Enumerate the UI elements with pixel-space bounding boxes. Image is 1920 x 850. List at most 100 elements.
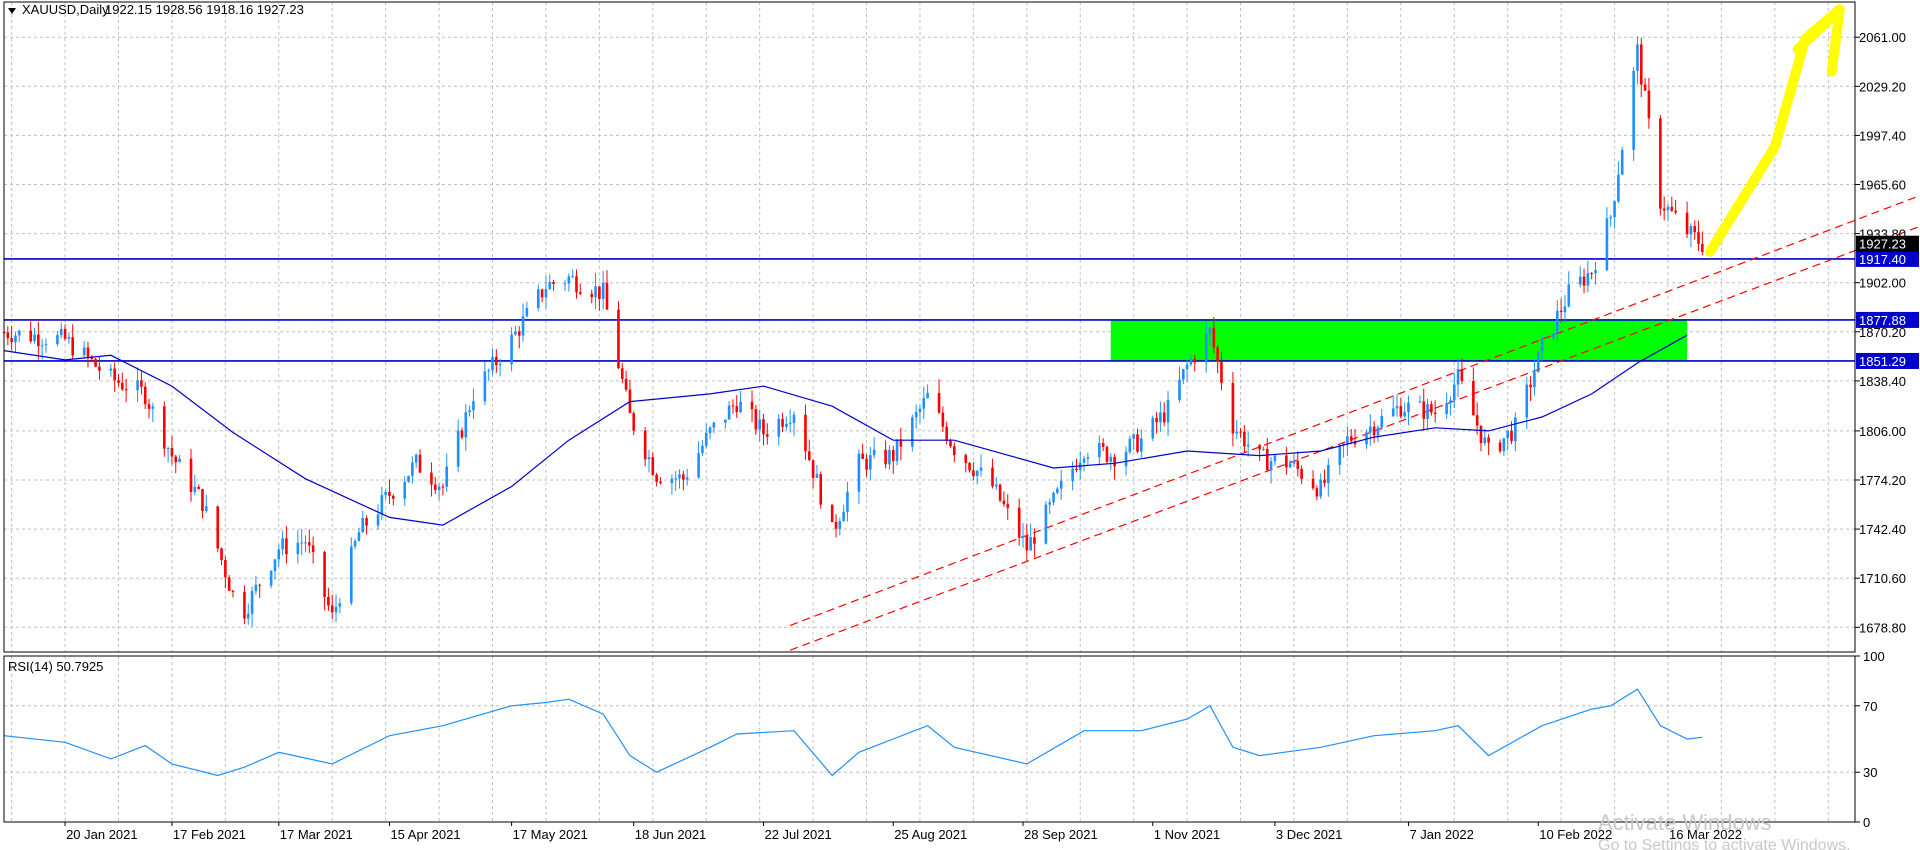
candle-body bbox=[491, 356, 494, 371]
candle bbox=[1540, 334, 1544, 362]
candle-body bbox=[884, 449, 887, 465]
candle bbox=[201, 488, 204, 519]
candle-body bbox=[1586, 273, 1590, 286]
candle bbox=[361, 510, 365, 533]
rsi-grid bbox=[4, 656, 1855, 822]
candle bbox=[170, 435, 174, 465]
candle bbox=[254, 575, 258, 595]
time-axis[interactable]: 20 Jan 2021 17 Feb 2021 17 Mar 2021 15 Apr … bbox=[64, 822, 1742, 842]
candle-body bbox=[899, 439, 903, 447]
chart-frame bbox=[3, 1, 1856, 823]
candle bbox=[162, 401, 166, 457]
rsi-axis[interactable]: 0 30 70 100 bbox=[1855, 649, 1885, 830]
candle bbox=[1235, 420, 1239, 440]
candle bbox=[231, 589, 235, 598]
candle bbox=[975, 469, 979, 485]
candle bbox=[891, 445, 895, 474]
candle-body bbox=[807, 451, 811, 461]
candle-body bbox=[117, 380, 120, 383]
candle bbox=[1613, 200, 1616, 229]
candle-body bbox=[361, 518, 365, 533]
candle bbox=[815, 465, 819, 478]
candle bbox=[1659, 114, 1662, 216]
candle bbox=[189, 448, 193, 502]
x-tick-label: 1 Nov 2021 bbox=[1154, 827, 1221, 842]
candle-body bbox=[94, 359, 97, 367]
candle-body bbox=[1132, 434, 1135, 439]
candle-body bbox=[540, 289, 544, 298]
symbol-header: XAUUSD,Daily 1922.15 1928.56 1918.16 192… bbox=[8, 2, 304, 17]
candle bbox=[113, 362, 116, 392]
candle bbox=[1586, 260, 1590, 293]
candle bbox=[632, 411, 636, 436]
x-tick-label: 28 Sep 2021 bbox=[1024, 827, 1098, 842]
candle bbox=[1689, 223, 1693, 248]
candle bbox=[659, 477, 662, 485]
y-tick-label: 1965.60 bbox=[1859, 177, 1906, 192]
candle-body bbox=[617, 309, 620, 369]
candle bbox=[1636, 36, 1639, 85]
rsi-line bbox=[3, 688, 1703, 777]
candle bbox=[487, 368, 490, 382]
candle bbox=[430, 462, 433, 497]
candle-body bbox=[567, 276, 571, 284]
candle bbox=[1002, 491, 1006, 507]
candle bbox=[472, 388, 475, 419]
candle-body bbox=[1674, 210, 1677, 213]
candle-body bbox=[830, 504, 834, 523]
candle-body bbox=[151, 406, 155, 409]
candle-body bbox=[1124, 452, 1128, 467]
candle bbox=[1647, 77, 1651, 129]
candle bbox=[285, 525, 288, 564]
candle bbox=[273, 558, 277, 580]
candle-body bbox=[964, 455, 968, 463]
candle-body bbox=[1380, 416, 1384, 428]
y-tick-label: 1870.20 bbox=[1859, 325, 1906, 340]
candle bbox=[407, 475, 410, 483]
candle bbox=[1590, 271, 1593, 280]
demand-zone bbox=[1110, 319, 1688, 361]
moving-average-layer bbox=[3, 334, 1688, 526]
candle bbox=[258, 583, 262, 598]
candle bbox=[140, 371, 143, 395]
dropdown-triangle-icon[interactable] bbox=[8, 8, 16, 14]
x-tick-label: 20 Jan 2021 bbox=[66, 827, 138, 842]
candle-body bbox=[1075, 468, 1078, 471]
candle bbox=[1403, 402, 1406, 419]
candle bbox=[250, 586, 254, 627]
candle bbox=[227, 574, 231, 591]
candle-body bbox=[258, 584, 262, 586]
candle-body bbox=[1426, 404, 1429, 419]
candle bbox=[888, 445, 891, 470]
candle-body bbox=[1701, 243, 1704, 253]
candle-body bbox=[1685, 212, 1689, 235]
candle-body bbox=[1021, 535, 1025, 538]
candle-body bbox=[277, 549, 281, 560]
candle bbox=[1349, 429, 1353, 445]
candle bbox=[678, 469, 681, 489]
candle-body bbox=[98, 366, 101, 371]
x-tick-label: 25 Aug 2021 bbox=[894, 827, 967, 842]
candle bbox=[1369, 414, 1372, 446]
candle bbox=[807, 439, 811, 462]
candle-body bbox=[972, 470, 975, 476]
candle-body bbox=[1140, 438, 1143, 452]
candle bbox=[1025, 523, 1029, 561]
candle-body bbox=[724, 419, 727, 423]
x-tick-label: 10 Feb 2022 bbox=[1539, 827, 1612, 842]
candle bbox=[1262, 446, 1265, 452]
candle-body bbox=[414, 454, 418, 463]
candle bbox=[941, 406, 945, 432]
candle-body bbox=[857, 453, 861, 492]
candle-body bbox=[14, 335, 17, 343]
level-price-tag-bg bbox=[1856, 311, 1919, 328]
candle bbox=[937, 379, 941, 415]
candle-body bbox=[1636, 44, 1639, 71]
candle-body bbox=[869, 455, 872, 470]
candle bbox=[1292, 453, 1296, 467]
candle-body bbox=[1609, 217, 1613, 219]
candle-body bbox=[926, 392, 929, 399]
level-price-tag: 1851.29 bbox=[1859, 354, 1906, 369]
candle bbox=[86, 342, 90, 368]
